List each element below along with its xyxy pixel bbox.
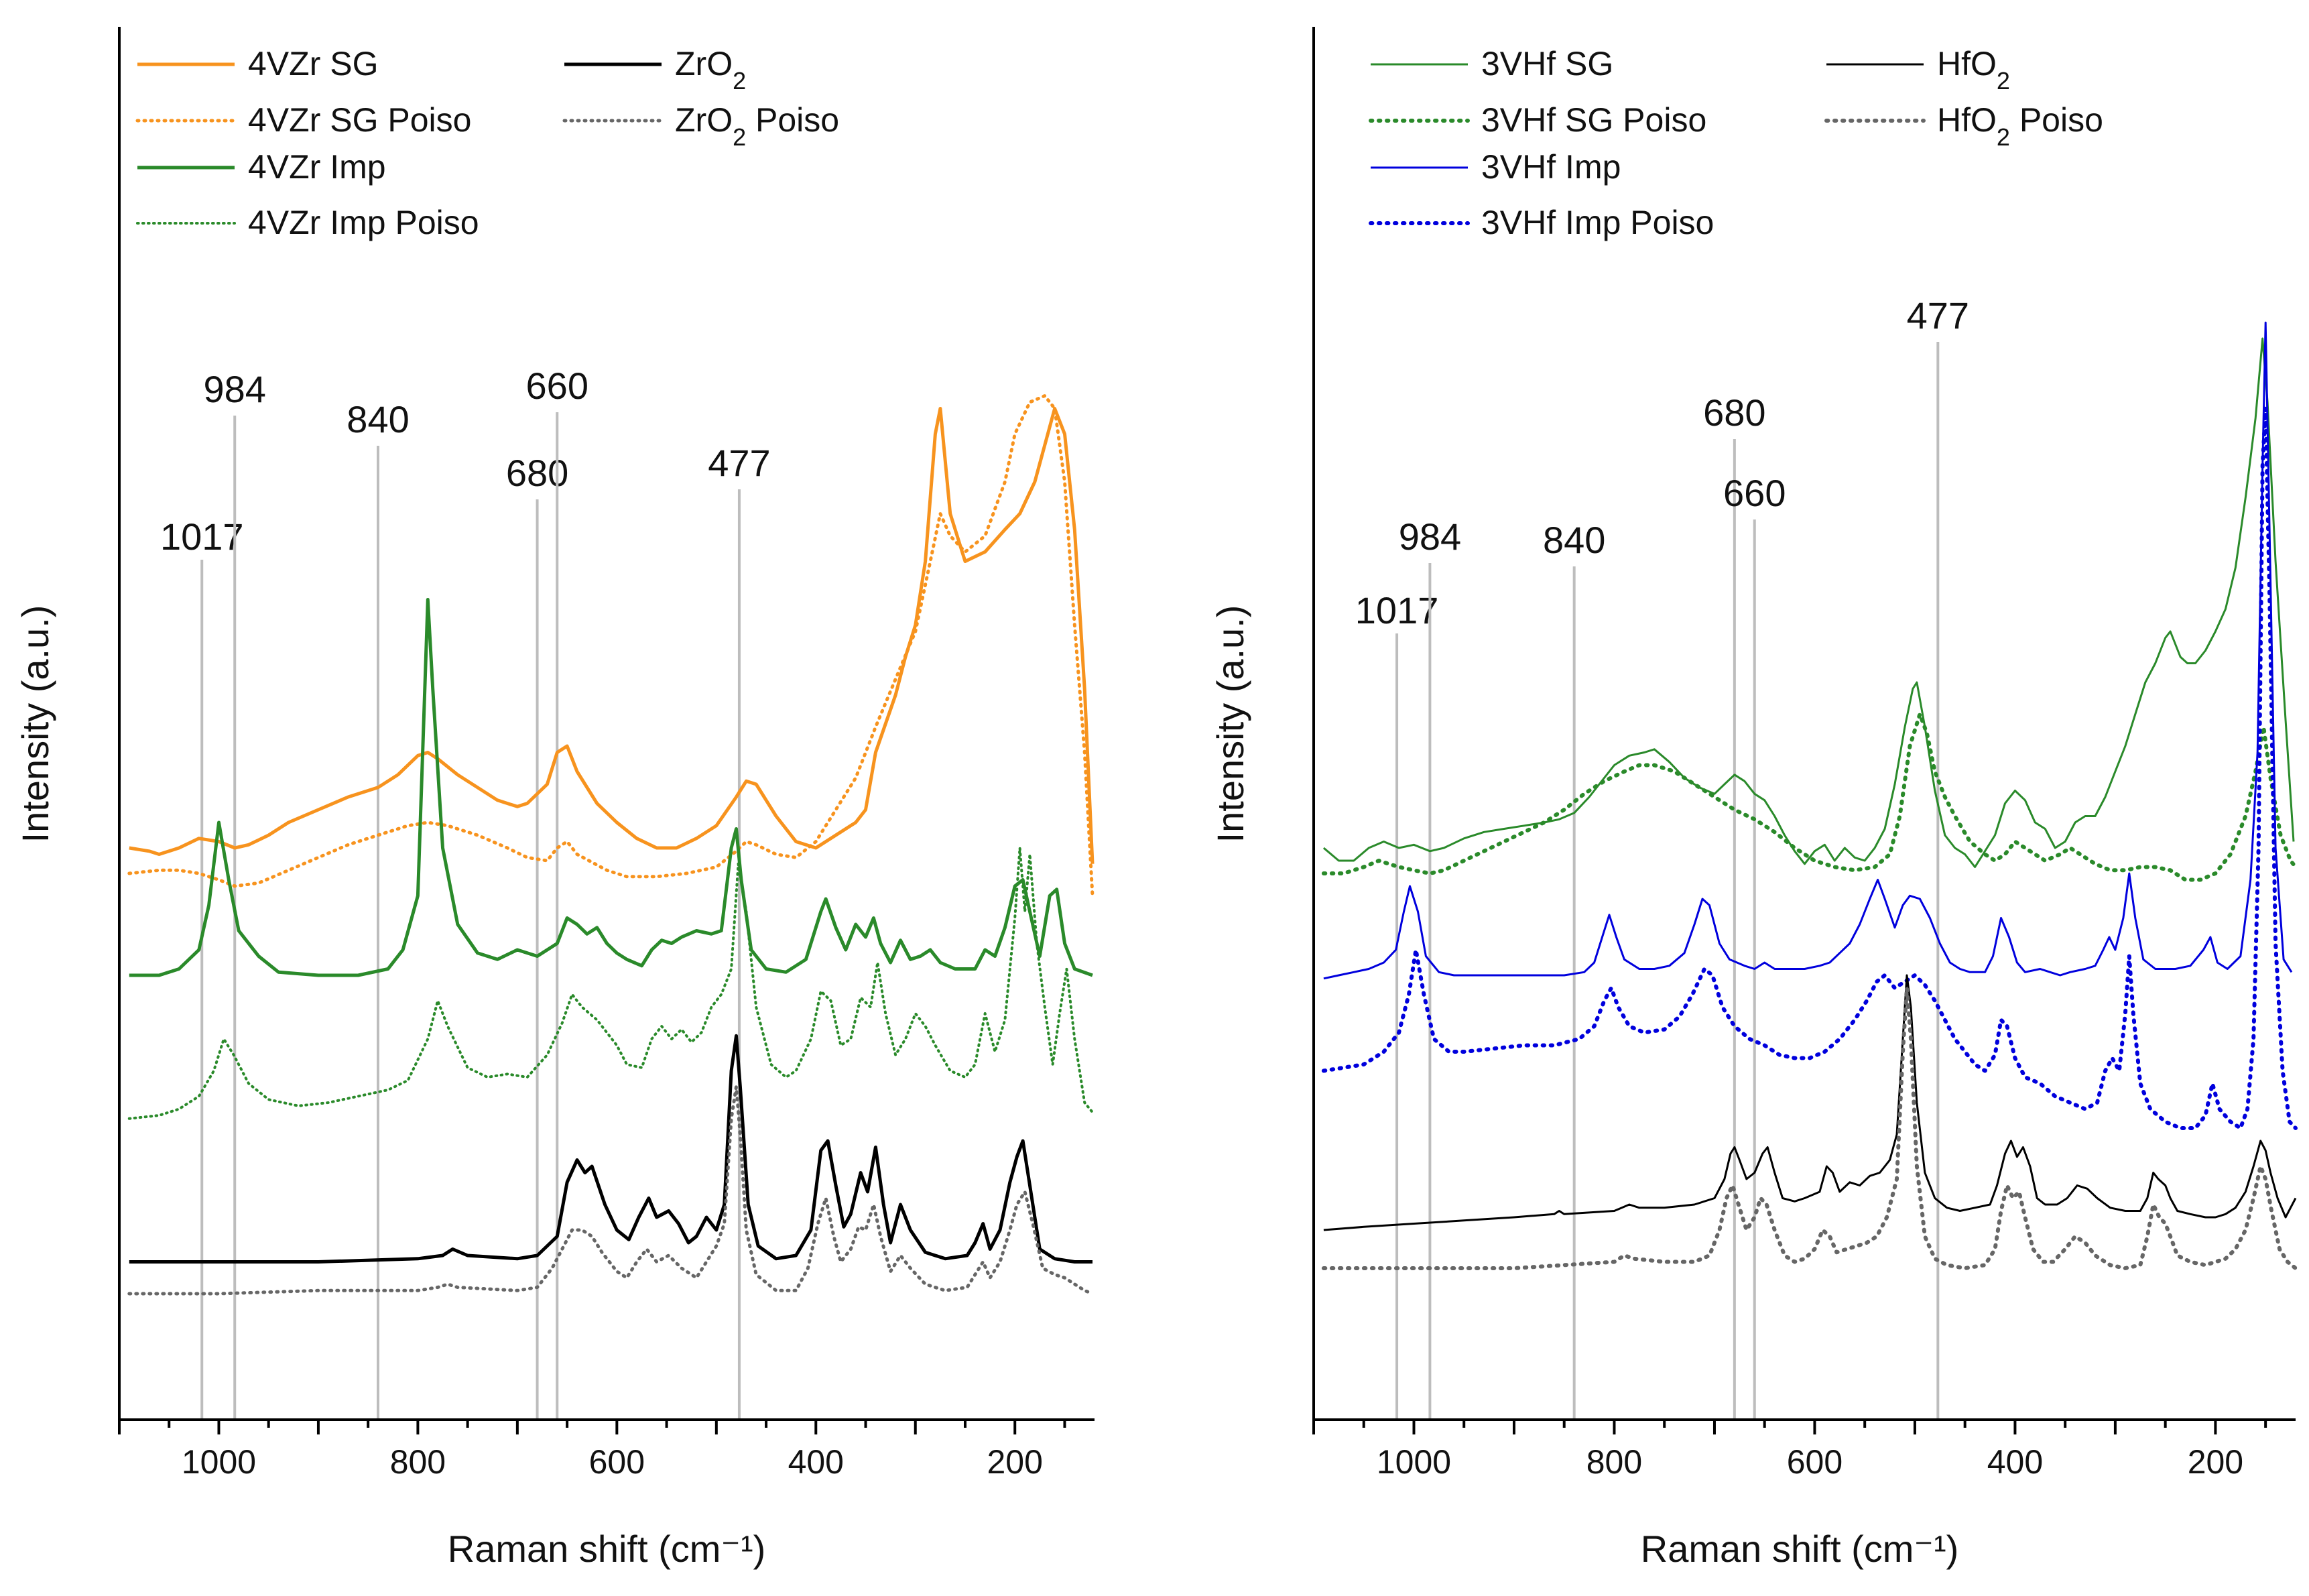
series-line-right-2: [1323, 321, 2293, 980]
y-axis-title: Intensity (a.u.): [1209, 605, 1251, 843]
x-tick-label-200: 200: [2188, 1443, 2243, 1481]
peak-label-477: 477: [708, 442, 770, 484]
peak-label-680: 680: [506, 452, 568, 494]
series-line-right-4: [1323, 974, 2297, 1231]
series-line-left-2: [129, 598, 1093, 977]
legend: 3VHf SG 3VHf SG Poiso 3VHf Imp 3VHf Imp Poi…: [1369, 45, 2103, 241]
x-tick-label-400: 400: [1987, 1443, 2043, 1481]
legend-label-1: 4VZr SG: [248, 45, 378, 82]
peak-label-840: 840: [1543, 519, 1605, 561]
peak-label-984: 984: [204, 368, 266, 410]
legend-label-2: 3VHf SG Poiso: [1481, 101, 1706, 139]
peak-label-660: 660: [1723, 472, 1786, 514]
x-tick-label-600: 600: [589, 1443, 645, 1481]
x-tick-label-200: 200: [987, 1443, 1043, 1481]
legend-label-5: HfO2: [1937, 45, 2010, 95]
legend-label-2: 4VZr SG Poiso: [248, 101, 471, 139]
peak-label-840: 840: [347, 398, 409, 440]
series-line-right-0: [1322, 337, 2295, 868]
legend-label-1: 3VHf SG: [1481, 45, 1613, 82]
series-line-left-3: [127, 847, 1094, 1120]
legend-label-3: 3VHf Imp: [1481, 148, 1621, 186]
legend-label-6: ZrO2 Poiso: [675, 101, 839, 151]
peak-label-680: 680: [1703, 391, 1765, 434]
series-line-left-5: [127, 1085, 1095, 1296]
series-line-left-1: [127, 394, 1095, 898]
peak-label-1017: 1017: [1355, 589, 1439, 631]
x-tick-label-800: 800: [1586, 1443, 1642, 1481]
x-tick-label-1000: 1000: [182, 1443, 256, 1481]
peak-label-984: 984: [1399, 515, 1461, 558]
left-chart-panel: 1017 984 840 680 660 477 1000 800 600 400 200 Raman…: [14, 27, 1095, 1570]
x-tick-label-600: 600: [1787, 1443, 1843, 1481]
peak-label-477: 477: [1907, 294, 1969, 336]
legend-label-4: 4VZr Imp Poiso: [248, 204, 479, 241]
legend: 4VZr SG 4VZr SG Poiso 4VZr Imp 4VZr Imp Poi…: [135, 45, 839, 241]
series-line-left-4: [129, 1034, 1093, 1264]
legend-label-5: ZrO2: [675, 45, 746, 95]
x-axis-title: Raman shift (cm⁻¹): [1641, 1528, 1959, 1570]
x-tick-label-400: 400: [788, 1443, 844, 1481]
legend-label-3: 4VZr Imp: [248, 148, 386, 186]
series-line-left-0: [129, 407, 1095, 864]
x-tick-label-1000: 1000: [1377, 1443, 1451, 1481]
series-line-right-1: [1321, 712, 2298, 882]
peak-label-1017: 1017: [160, 515, 244, 558]
peak-label-660: 660: [526, 365, 588, 407]
legend-label-4: 3VHf Imp Poiso: [1481, 204, 1714, 241]
series-line-right-3: [1321, 406, 2298, 1130]
x-tick-label-800: 800: [390, 1443, 446, 1481]
y-axis-title: Intensity (a.u.): [14, 605, 56, 843]
legend-label-6: HfO2 Poiso: [1937, 101, 2103, 151]
right-chart-panel: 1017 984 840 680 660 477 1000 800 600 400 200 Raman…: [1209, 27, 2298, 1570]
series-line-right-5: [1321, 986, 2298, 1270]
x-axis-title: Raman shift (cm⁻¹): [448, 1528, 766, 1570]
